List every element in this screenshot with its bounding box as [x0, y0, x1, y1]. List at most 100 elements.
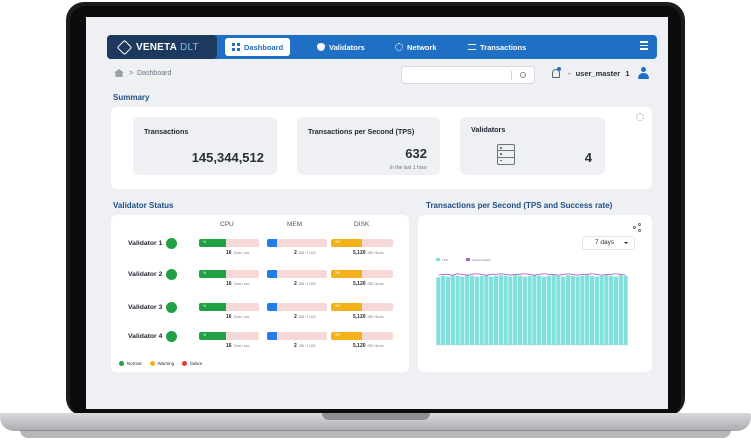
- tps-bar: [575, 276, 580, 345]
- laptop-shadow: [20, 430, 731, 438]
- mem-usage-fill: [267, 270, 277, 278]
- disk-metric-value: 5,120: [353, 343, 366, 349]
- cpu-usage-bar: %: [199, 239, 259, 247]
- tps-bar: [508, 276, 513, 345]
- validator-name: Validator 3: [128, 304, 163, 311]
- tps-chart: TPS Success Rate: [436, 258, 628, 346]
- tps-bar: [513, 275, 518, 345]
- search-input[interactable]: [401, 66, 535, 84]
- mem-metric-unit: GB / 1,024: [298, 315, 316, 319]
- search-icon[interactable]: [520, 72, 526, 78]
- transactions-label: Transactions: [144, 127, 189, 136]
- tps-bar: [450, 275, 455, 345]
- cpu-metric-unit: Core / ccc: [233, 344, 250, 348]
- network-icon: [395, 43, 403, 51]
- tps-bar: [498, 275, 503, 345]
- tps-bar: [527, 275, 532, 345]
- tps-bar: [623, 275, 628, 345]
- nav-network[interactable]: Network: [395, 38, 437, 56]
- disk-metric-value: 5,120: [353, 281, 366, 287]
- brand-name: VENETA: [136, 41, 178, 53]
- dashboard-icon: [232, 43, 240, 51]
- transactions-card: Transactions 145,344,512: [133, 117, 277, 175]
- breadcrumb: > Dashboard: [114, 69, 171, 77]
- cpu-usage-fill: [199, 303, 226, 311]
- user-count: 1: [625, 69, 630, 78]
- nav-dashboard[interactable]: Dashboard: [225, 38, 291, 56]
- tps-bar: [522, 276, 527, 345]
- bell-icon[interactable]: [552, 69, 560, 78]
- tps-bar: [460, 276, 465, 345]
- legend-tps-label: TPS: [442, 258, 448, 262]
- status-legend: Normal Warning failure: [119, 361, 210, 366]
- disk-usage-text: 3%: [335, 304, 341, 308]
- disk-metric-unit: GB / 8,xxx: [367, 282, 384, 286]
- cpu-metric-value: 16: [226, 343, 232, 349]
- cpu-usage-fill: [199, 332, 226, 340]
- home-icon[interactable]: [114, 69, 124, 77]
- tps-bar: [609, 275, 614, 345]
- validator-status-title: Validator Status: [113, 201, 174, 210]
- cpu-usage-fill: [199, 270, 226, 278]
- mem-usage-fill: [267, 303, 277, 311]
- summary-title: Summary: [113, 93, 150, 102]
- tps-card: Transactions per Second (TPS) 632 In the…: [297, 117, 440, 175]
- mem-metric: 2 GB / 1,024: [294, 343, 316, 349]
- range-select[interactable]: 7 days: [582, 236, 635, 250]
- tps-bar: [493, 275, 499, 345]
- disk-metric: 5,120 GB / 8,xxx: [353, 343, 384, 349]
- cpu-metric: 16 Core / ccc: [226, 250, 249, 256]
- avatar[interactable]: [638, 67, 649, 79]
- tps-bar: [541, 276, 547, 345]
- breadcrumb-current: Dashboard: [137, 69, 172, 77]
- tps-bar: [489, 276, 494, 345]
- nav-validators[interactable]: Validators: [317, 38, 365, 56]
- validator-row[interactable]: Validator 4% 16 Core / ccc 2 GB / 1,024 3% 5,1…: [111, 328, 409, 358]
- mem-usage-bar: [267, 270, 327, 278]
- status-dot: [166, 238, 177, 249]
- legend-tps-swatch: [436, 258, 440, 261]
- validators-card: Validators 4: [460, 117, 605, 175]
- validator-name: Validator 4: [128, 333, 163, 340]
- disk-usage-bar: 3%: [331, 332, 393, 340]
- menu-icon[interactable]: [640, 41, 648, 51]
- nav-validators-label: Validators: [329, 42, 365, 52]
- gear-icon[interactable]: [636, 113, 644, 121]
- validators-value: 4: [584, 150, 592, 165]
- validator-row[interactable]: Validator 2% 16 Core / ccc 2 GB / 1,024 3% 5,1…: [111, 266, 409, 296]
- disk-usage-text: 3%: [335, 333, 341, 337]
- tps-bar: [604, 275, 609, 345]
- disk-metric: 5,120 GB / 8,xxx: [353, 250, 384, 256]
- tps-bar: [479, 275, 484, 345]
- brand-logo[interactable]: VENETA DLT: [107, 35, 217, 59]
- legend-failure: failure: [190, 361, 203, 366]
- nav-transactions-label: Transactions: [480, 42, 527, 52]
- tps-chart-panel: 7 days TPS Success Rate: [418, 215, 652, 372]
- disk-metric-unit: GB / 8,xxx: [367, 344, 384, 348]
- disk-usage-fill: [331, 270, 362, 278]
- share-icon[interactable]: [633, 223, 642, 232]
- mem-metric-value: 2: [294, 343, 297, 349]
- tps-bar: [441, 275, 446, 345]
- summary-panel: Transactions 145,344,512 Transactions pe…: [111, 107, 652, 189]
- cpu-usage-text: %: [203, 240, 207, 244]
- shield-check-icon: [317, 43, 325, 51]
- disk-usage-bar: 3%: [331, 270, 393, 278]
- validator-row[interactable]: Validator 3% 16 Core / ccc 2 GB / 1,024 3% 5,1…: [111, 299, 409, 329]
- cpu-usage-text: %: [203, 333, 207, 337]
- validator-row[interactable]: Validator 1% 16 Core / ccc 2 GB / 1,024 3% 5,1…: [111, 235, 409, 265]
- col-mem: MEM: [287, 221, 303, 228]
- success-rate-line: [438, 273, 626, 276]
- tps-bar: [551, 275, 556, 345]
- tps-bar: [474, 276, 479, 345]
- mem-metric: 2 GB / 1,024: [294, 314, 316, 320]
- laptop-notch: [322, 413, 430, 420]
- user-menu[interactable]: - user_master 1: [568, 69, 629, 78]
- tps-bar: [436, 277, 441, 345]
- tps-bar: [556, 275, 561, 345]
- disk-metric-unit: GB / 8,xxx: [367, 251, 384, 255]
- disk-metric: 5,120 GB / 8,xxx: [353, 281, 384, 287]
- exchange-icon: [468, 44, 476, 50]
- cpu-metric: 16 Core / ccc: [226, 314, 249, 320]
- nav-transactions[interactable]: Transactions: [468, 38, 526, 56]
